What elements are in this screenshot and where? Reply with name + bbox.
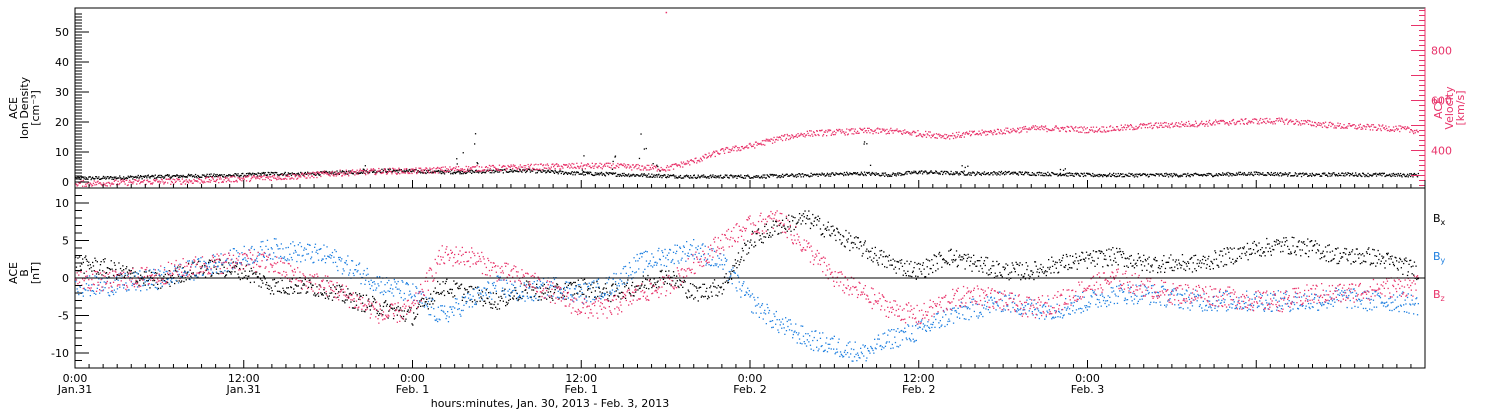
density-spike <box>863 141 866 143</box>
density-spike <box>1059 172 1062 174</box>
top-left-tick-label: 10 <box>55 146 69 159</box>
x-tick-date: Jan.31 <box>57 383 92 396</box>
density-spike <box>360 171 362 174</box>
bottom-ylabel-line: B <box>18 269 31 277</box>
x-tick-time: 12:00 <box>228 372 260 385</box>
density-spike <box>476 162 478 164</box>
top-left-tick-label: 20 <box>55 116 69 129</box>
top-left-ylabel-line: ACE <box>7 97 20 119</box>
x-tick-time: 0:00 <box>63 372 88 385</box>
top-left-tick-label: 40 <box>55 56 69 69</box>
top-left-ylabel-line: Ion Density <box>18 76 31 139</box>
x-tick-time: 0:00 <box>1075 372 1100 385</box>
bottom-ylabel-line: [nT] <box>29 262 42 284</box>
density-spike <box>1062 169 1065 171</box>
density-spike <box>656 164 658 166</box>
top-left-tick-label: 30 <box>55 86 69 99</box>
density-spike <box>364 165 366 167</box>
legend-Bz: Bz <box>1433 288 1445 303</box>
density-spike <box>866 143 868 145</box>
bz-series <box>75 210 1419 325</box>
x-tick-time: 12:00 <box>903 372 935 385</box>
top-left-ylabel-line: [cm⁻³] <box>29 90 42 126</box>
x-tick-date: Feb. 1 <box>396 383 429 396</box>
top-left-tick-label: 50 <box>55 26 69 39</box>
bottom-ylabel-line: ACE <box>7 262 20 284</box>
x-tick-date: Feb. 1 <box>565 383 598 396</box>
x-tick-time: 0:00 <box>400 372 425 385</box>
x-tick-date: Feb. 2 <box>733 383 766 396</box>
x-axis-title: hours:minutes, Jan. 30, 2013 - Feb. 3, 2… <box>431 397 670 410</box>
density-spike <box>964 166 966 169</box>
axis-labels: 01020304050400600800-10-505100:00Jan.311… <box>7 26 1467 410</box>
bx-series <box>75 210 1419 326</box>
velocity-series <box>75 117 1419 187</box>
density-spike <box>456 158 458 160</box>
velocity-spike <box>665 11 668 14</box>
density-spike <box>863 143 865 145</box>
density-spike <box>657 165 659 168</box>
density-spike <box>659 170 661 172</box>
density-spike <box>459 171 461 173</box>
density-spike <box>583 155 585 157</box>
density-spike <box>963 170 965 172</box>
top-right-ylabel-line: [km/s] <box>1454 90 1467 125</box>
bottom-panel-data <box>75 210 1419 362</box>
x-tick-date: Jan.31 <box>226 383 261 396</box>
legend-Bx: Bx <box>1433 212 1446 227</box>
legend-By: By <box>1433 250 1446 265</box>
x-tick-time: 0:00 <box>738 372 763 385</box>
density-spike <box>362 168 364 170</box>
density-spike <box>652 163 654 165</box>
top-right-tick-label: 600 <box>1431 95 1452 108</box>
bottom-left-tick-label: 0 <box>62 272 69 285</box>
density-spike <box>614 155 617 157</box>
density-spike <box>1064 168 1066 170</box>
density-spike <box>477 163 479 165</box>
x-tick-date: Feb. 2 <box>902 383 935 396</box>
axes <box>74 8 1426 368</box>
density-spike <box>582 170 584 173</box>
density-spike <box>645 147 647 150</box>
density-spike <box>612 160 614 163</box>
density-spike <box>587 171 589 173</box>
x-tick-time: 12:00 <box>565 372 597 385</box>
top-right-tick-label: 800 <box>1431 45 1452 58</box>
bottom-left-tick-label: -5 <box>58 310 69 323</box>
x-tick-date: Feb. 3 <box>1071 383 1104 396</box>
density-spike <box>474 133 477 135</box>
density-spike <box>1059 168 1062 171</box>
density-spike <box>462 152 464 154</box>
density-series <box>75 168 1419 181</box>
top-right-tick-label: 400 <box>1431 145 1452 158</box>
density-spike <box>967 165 969 167</box>
bottom-left-tick-label: -10 <box>51 347 69 360</box>
density-spike <box>611 168 614 170</box>
top-right-ylabel-line: ACE <box>1432 97 1445 119</box>
top-panel-data <box>75 11 1419 187</box>
top-left-tick-label: 0 <box>62 176 69 189</box>
density-spike <box>614 156 616 158</box>
density-spike <box>640 133 642 135</box>
bottom-left-tick-label: 10 <box>55 197 69 210</box>
density-spike <box>638 157 641 160</box>
top-right-ylabel-line: Velocity <box>1443 86 1456 130</box>
density-spike <box>643 148 645 150</box>
density-spike <box>869 164 872 166</box>
density-spike <box>581 169 583 171</box>
density-spike <box>456 163 458 165</box>
top-panel-frame <box>74 7 1426 189</box>
density-spike <box>961 165 963 167</box>
density-spike <box>474 143 476 145</box>
bottom-left-tick-label: 5 <box>62 235 69 248</box>
